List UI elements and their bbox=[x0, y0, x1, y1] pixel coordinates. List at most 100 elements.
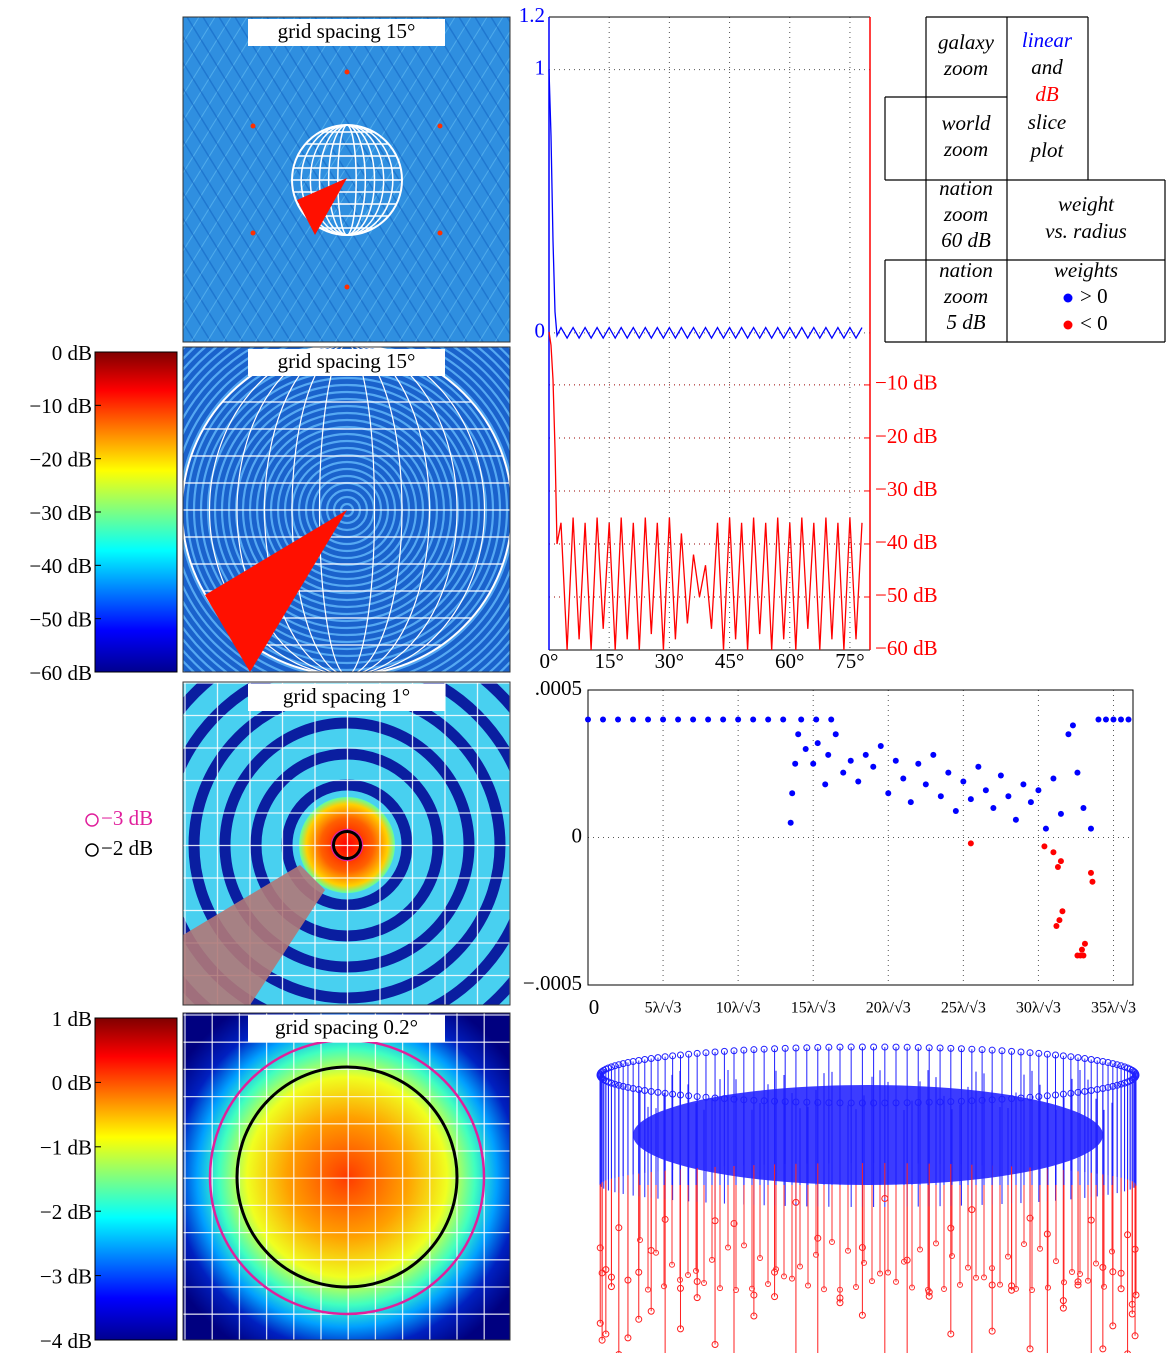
colorbar-label: 1 dB bbox=[52, 1007, 92, 1031]
texture bbox=[362, 17, 510, 258]
x-tick-label: 60° bbox=[775, 649, 804, 673]
point bbox=[1041, 843, 1048, 850]
point bbox=[952, 807, 959, 814]
stem-head bbox=[702, 1049, 710, 1057]
stem-head bbox=[998, 1047, 1006, 1055]
stem-head bbox=[1074, 1281, 1082, 1289]
x-tick-label: 0 bbox=[589, 995, 600, 1019]
stem-head bbox=[909, 1284, 915, 1291]
point bbox=[1042, 825, 1049, 832]
texture bbox=[0, 17, 83, 342]
texture bbox=[318, 30, 510, 342]
stem-head bbox=[669, 1261, 675, 1268]
stem-head bbox=[771, 1268, 779, 1276]
point bbox=[892, 757, 899, 764]
texture bbox=[559, 17, 759, 342]
point bbox=[945, 769, 952, 776]
series-line bbox=[548, 69, 863, 340]
legend-entry: < 0 bbox=[1080, 311, 1108, 335]
stem-head bbox=[797, 1263, 803, 1270]
stem-head bbox=[981, 1274, 987, 1281]
stem-head bbox=[750, 1312, 758, 1320]
stem-head bbox=[925, 1292, 933, 1300]
table-text: galaxy bbox=[938, 30, 995, 54]
texture bbox=[442, 17, 510, 128]
x-tick-label: 0° bbox=[540, 649, 559, 673]
stem-head bbox=[1093, 1260, 1099, 1267]
stem-head bbox=[1029, 1286, 1035, 1293]
colorbar-label: −4 dB bbox=[40, 1329, 92, 1353]
stem-head bbox=[1008, 1286, 1016, 1294]
texture bbox=[462, 264, 510, 342]
stem-head bbox=[1069, 1268, 1075, 1275]
stem-head bbox=[611, 1062, 619, 1070]
x-tick-label: 20λ/√3 bbox=[866, 1000, 911, 1017]
y2-tick-label: −60 dB bbox=[875, 636, 938, 660]
point bbox=[832, 731, 839, 738]
stem-head bbox=[949, 1253, 955, 1260]
texture bbox=[575, 17, 775, 342]
point bbox=[1053, 923, 1060, 929]
stem-head bbox=[901, 1258, 907, 1265]
stem-head bbox=[1113, 1061, 1121, 1069]
stem-head bbox=[1074, 1278, 1082, 1286]
point bbox=[1117, 716, 1124, 723]
point bbox=[1054, 864, 1061, 870]
texture bbox=[183, 17, 328, 252]
table-text: nation bbox=[939, 176, 993, 200]
stem-head bbox=[821, 1286, 827, 1293]
stem-head bbox=[661, 1283, 667, 1290]
panel-frame bbox=[182, 1012, 511, 1341]
stem-head bbox=[933, 1240, 939, 1247]
point bbox=[1020, 781, 1027, 788]
point bbox=[967, 840, 974, 847]
stem-head bbox=[771, 1293, 779, 1301]
stem-head bbox=[615, 1350, 622, 1353]
table-text: and bbox=[1031, 55, 1063, 79]
texture bbox=[183, 165, 292, 342]
stem-head bbox=[1117, 1269, 1125, 1277]
point bbox=[645, 716, 652, 723]
table-text: 5 dB bbox=[946, 310, 985, 334]
stem-head bbox=[968, 1045, 976, 1053]
stem-head bbox=[814, 1234, 822, 1242]
stem-head bbox=[1132, 1291, 1140, 1299]
point bbox=[789, 790, 796, 797]
stem-head bbox=[598, 1336, 606, 1344]
texture bbox=[366, 108, 510, 342]
texture bbox=[183, 321, 196, 342]
texture bbox=[183, 17, 200, 44]
stem-head bbox=[750, 1046, 758, 1054]
y2-tick-label: −10 dB bbox=[875, 371, 938, 395]
texture bbox=[302, 17, 504, 342]
point bbox=[855, 778, 862, 785]
stem-mass bbox=[633, 1085, 1103, 1185]
stem-head bbox=[789, 1275, 795, 1282]
colorbar-label: 0 dB bbox=[52, 341, 92, 365]
point bbox=[1080, 952, 1087, 959]
point bbox=[822, 781, 829, 788]
stem-head bbox=[1131, 1069, 1139, 1077]
stem-head bbox=[598, 1067, 606, 1075]
stem-head bbox=[1099, 1345, 1107, 1353]
texture bbox=[183, 217, 260, 342]
point bbox=[915, 760, 922, 767]
stem-head bbox=[653, 1249, 659, 1256]
stem-head bbox=[1124, 1350, 1131, 1353]
point bbox=[840, 769, 847, 776]
stem-head bbox=[624, 1276, 632, 1284]
texture bbox=[183, 269, 228, 342]
stem-head bbox=[813, 1251, 819, 1258]
table-text: zoom bbox=[943, 137, 988, 161]
stem-head bbox=[836, 1299, 844, 1307]
table-text: weight bbox=[1058, 192, 1115, 216]
stem-head bbox=[685, 1050, 693, 1058]
texture bbox=[183, 17, 184, 18]
point bbox=[798, 716, 805, 723]
legend-dot bbox=[1063, 293, 1073, 303]
table-text: vs. radius bbox=[1045, 219, 1127, 243]
stem-head bbox=[645, 1286, 651, 1293]
point bbox=[982, 787, 989, 794]
lobe bbox=[344, 284, 350, 290]
